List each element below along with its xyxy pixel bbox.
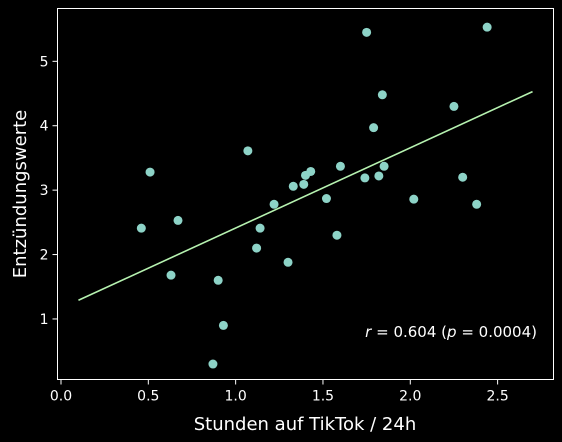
p-value: = 0.0004) [457, 323, 537, 341]
data-point [284, 258, 293, 267]
data-point [378, 90, 387, 99]
data-point [472, 200, 481, 209]
correlation-annotation: r = 0.604 (p = 0.0004) [365, 323, 537, 341]
x-tick-label: 2.5 [486, 389, 508, 405]
data-point [299, 180, 308, 189]
p-symbol: p [446, 323, 457, 341]
x-tick-label: 2.0 [399, 389, 421, 405]
data-point [369, 123, 378, 132]
data-point [336, 162, 345, 171]
x-tick-label: 1.5 [312, 389, 334, 405]
x-tick-label: 0.0 [50, 389, 72, 405]
data-point [483, 23, 492, 32]
y-tick-label: 2 [40, 248, 49, 264]
data-point [167, 271, 176, 280]
y-tick-label: 4 [40, 119, 49, 135]
data-point [243, 146, 252, 155]
x-axis-label: Stunden auf TikTok / 24h [194, 414, 417, 435]
y-tick-label: 5 [40, 54, 49, 70]
y-tick-label: 3 [40, 183, 49, 199]
data-point [306, 167, 315, 176]
data-point [174, 216, 183, 225]
data-point [360, 173, 369, 182]
data-point [256, 224, 265, 233]
data-point [219, 321, 228, 330]
data-point [449, 102, 458, 111]
data-point [374, 171, 383, 180]
x-tick-label: 0.5 [137, 389, 159, 405]
data-point [362, 28, 371, 37]
y-axis-label: Entzündungswerte [10, 110, 31, 278]
data-point [322, 194, 331, 203]
y-tick-label: 1 [40, 312, 49, 328]
data-point [252, 244, 261, 253]
data-point [332, 231, 341, 240]
data-point [137, 224, 146, 233]
data-point [146, 168, 155, 177]
data-point [208, 360, 217, 369]
data-point [289, 182, 298, 191]
data-point [380, 162, 389, 171]
data-point [409, 195, 418, 204]
data-point [458, 173, 467, 182]
data-point [214, 276, 223, 285]
data-point [270, 200, 279, 209]
r-value: = 0.604 ( [371, 323, 447, 341]
x-tick-label: 1.0 [225, 389, 247, 405]
